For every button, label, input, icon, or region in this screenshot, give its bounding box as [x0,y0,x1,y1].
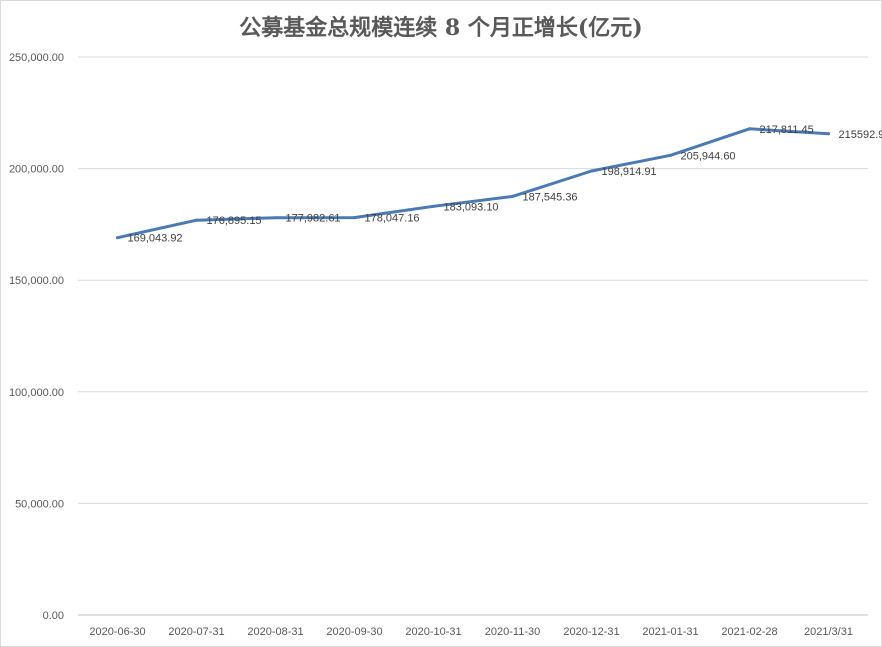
data-point [511,194,514,198]
gridlines [78,56,868,616]
series-group [116,127,830,240]
data-label: 169,043.92 [128,233,183,245]
data-label: 198,914.91 [602,166,657,178]
y-tick-label: 150,000.00 [9,275,64,287]
data-point [274,216,277,220]
y-tick-label: 250,000.00 [9,52,64,64]
data-point [195,218,198,222]
x-tick-label: 2020-10-31 [405,626,461,638]
y-tick-label: 0.00 [43,610,64,622]
data-point [432,204,435,208]
x-tick-label: 2020-06-30 [89,626,145,638]
x-tick-label: 2021/3/31 [804,626,853,638]
y-tick-label: 200,000.00 [9,164,64,176]
data-label: 215592.97 [839,129,882,141]
y-tick-label: 50,000.00 [15,498,64,510]
y-axis-ticks: 0.00 50,000.00 100,000.00 150,000.00 200,000… [9,52,64,622]
data-labels: 169,043.92 176,895.15 177,982.61 178,047.16… [128,124,882,245]
data-point [669,153,672,157]
data-label: 187,545.36 [523,191,578,203]
x-tick-label: 2020-11-30 [485,626,540,638]
data-point [590,169,593,173]
x-tick-label: 2020-07-31 [168,626,224,638]
x-tick-label: 2020-08-31 [247,626,303,638]
x-tick-label: 2020-09-30 [326,626,382,638]
x-tick-label: 2021-01-31 [642,626,698,638]
data-label: 178,047.16 [365,213,420,225]
data-point [116,236,119,240]
x-tick-label: 2020-12-31 [563,626,619,638]
data-label: 177,982.61 [286,213,341,225]
y-tick-label: 100,000.00 [9,387,64,399]
data-label: 183,093.10 [444,201,499,213]
series-line [116,127,830,240]
x-tick-label: 2021-02-28 [721,626,777,638]
data-point [353,216,356,220]
data-label: 176,895.15 [207,215,262,227]
x-axis-ticks: 2020-06-30 2020-07-31 2020-08-31 2020-09-30… [89,626,853,638]
chart-title: 公募基金总规模连续 8 个月正增长(亿元) [239,15,643,41]
data-label: 217,811.45 [760,124,814,136]
data-label: 205,944.60 [681,150,736,162]
data-point [827,132,830,136]
data-point [748,127,751,131]
